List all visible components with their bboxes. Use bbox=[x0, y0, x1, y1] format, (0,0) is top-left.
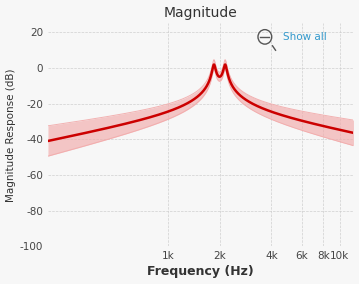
Y-axis label: Magnitude Response (dB): Magnitude Response (dB) bbox=[5, 68, 15, 202]
X-axis label: Frequency (Hz): Frequency (Hz) bbox=[147, 266, 254, 278]
Text: Show all: Show all bbox=[283, 32, 327, 42]
Title: Magnitude: Magnitude bbox=[164, 6, 238, 20]
